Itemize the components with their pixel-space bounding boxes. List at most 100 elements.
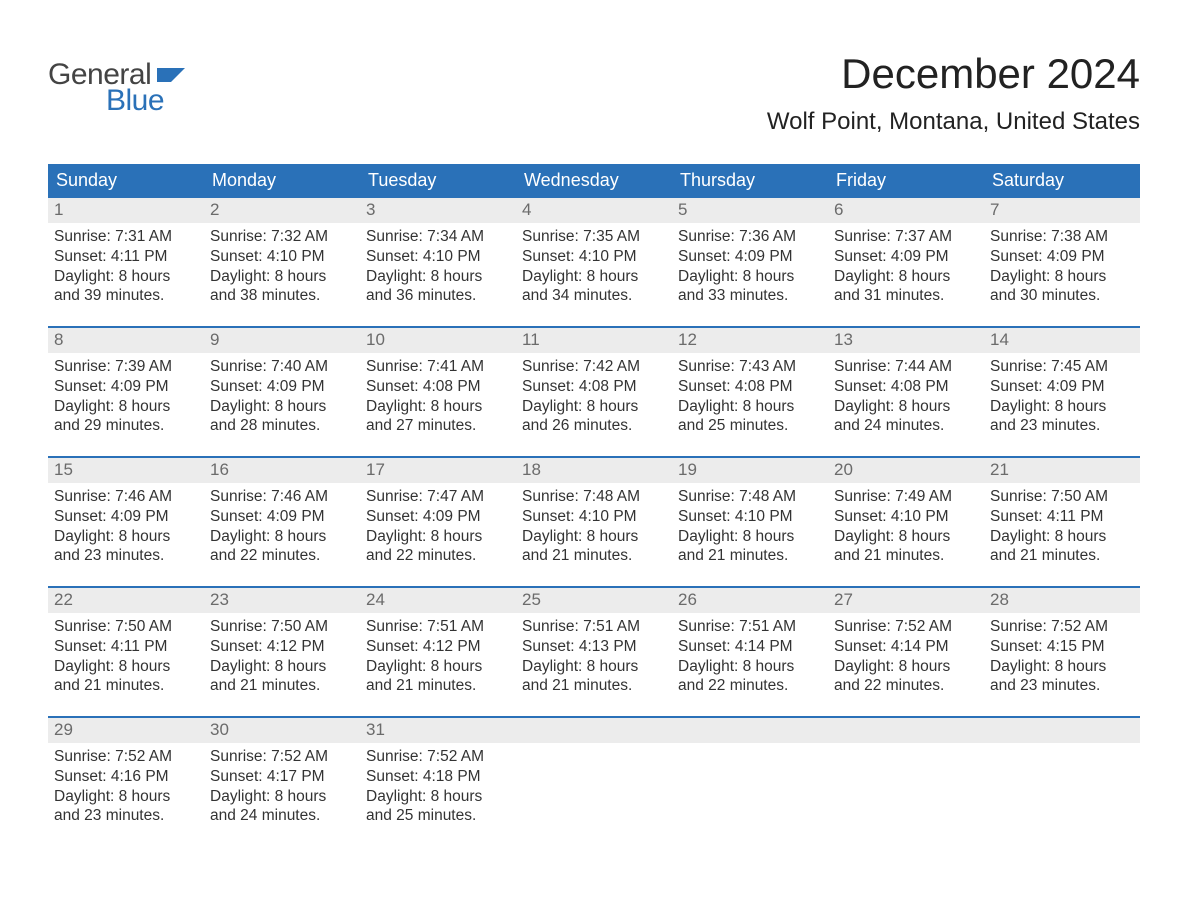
day-body: Sunrise: 7:37 AMSunset: 4:09 PMDaylight:… xyxy=(828,223,984,312)
day-body: Sunrise: 7:52 AMSunset: 4:14 PMDaylight:… xyxy=(828,613,984,702)
day-cell: 26Sunrise: 7:51 AMSunset: 4:14 PMDayligh… xyxy=(672,588,828,716)
sunrise-text: Sunrise: 7:36 AM xyxy=(678,227,822,247)
daylight-line1: Daylight: 8 hours xyxy=(210,267,354,287)
day-number: 4 xyxy=(522,200,531,219)
daylight-line1: Daylight: 8 hours xyxy=(990,527,1134,547)
day-number-row: 2 xyxy=(204,198,360,223)
day-body: Sunrise: 7:43 AMSunset: 4:08 PMDaylight:… xyxy=(672,353,828,442)
sunset-text: Sunset: 4:10 PM xyxy=(366,247,510,267)
day-number: 2 xyxy=(210,200,219,219)
daylight-line1: Daylight: 8 hours xyxy=(834,527,978,547)
daylight-line2: and 28 minutes. xyxy=(210,416,354,436)
day-cell: 2Sunrise: 7:32 AMSunset: 4:10 PMDaylight… xyxy=(204,198,360,326)
day-cell: 28Sunrise: 7:52 AMSunset: 4:15 PMDayligh… xyxy=(984,588,1140,716)
sunset-text: Sunset: 4:09 PM xyxy=(678,247,822,267)
day-body: Sunrise: 7:40 AMSunset: 4:09 PMDaylight:… xyxy=(204,353,360,442)
daylight-line1: Daylight: 8 hours xyxy=(366,787,510,807)
day-body: Sunrise: 7:41 AMSunset: 4:08 PMDaylight:… xyxy=(360,353,516,442)
day-number-row: 27 xyxy=(828,588,984,613)
sunset-text: Sunset: 4:09 PM xyxy=(54,377,198,397)
day-body: Sunrise: 7:36 AMSunset: 4:09 PMDaylight:… xyxy=(672,223,828,312)
day-number-row: 17 xyxy=(360,458,516,483)
day-cell: . xyxy=(828,718,984,846)
calendar: SundayMondayTuesdayWednesdayThursdayFrid… xyxy=(48,164,1140,846)
sunrise-text: Sunrise: 7:48 AM xyxy=(522,487,666,507)
day-number-row: 5 xyxy=(672,198,828,223)
sunset-text: Sunset: 4:12 PM xyxy=(210,637,354,657)
day-number: 8 xyxy=(54,330,63,349)
sunrise-text: Sunrise: 7:49 AM xyxy=(834,487,978,507)
daylight-line2: and 21 minutes. xyxy=(990,546,1134,566)
day-cell: 21 Sunrise: 7:50 AMSunset: 4:11 PMDayligh… xyxy=(984,458,1140,586)
day-cell: 19 Sunrise: 7:48 AMSunset: 4:10 PMDayligh… xyxy=(672,458,828,586)
daylight-line1: Daylight: 8 hours xyxy=(834,657,978,677)
daylight-line1: Daylight: 8 hours xyxy=(366,657,510,677)
daylight-line1: Daylight: 8 hours xyxy=(54,267,198,287)
daylight-line2: and 21 minutes. xyxy=(366,676,510,696)
day-body: Sunrise: 7:50 AMSunset: 4:11 PMDaylight:… xyxy=(984,483,1140,572)
day-body: Sunrise: 7:46 AMSunset: 4:09 PMDaylight:… xyxy=(204,483,360,572)
day-cell: 22Sunrise: 7:50 AMSunset: 4:11 PMDayligh… xyxy=(48,588,204,716)
day-body: Sunrise: 7:51 AMSunset: 4:12 PMDaylight:… xyxy=(360,613,516,702)
daylight-line2: and 24 minutes. xyxy=(834,416,978,436)
weekday-header: Friday xyxy=(828,164,984,198)
daylight-line1: Daylight: 8 hours xyxy=(54,527,198,547)
sunset-text: Sunset: 4:13 PM xyxy=(522,637,666,657)
daylight-line2: and 25 minutes. xyxy=(678,416,822,436)
daylight-line2: and 21 minutes. xyxy=(210,676,354,696)
daylight-line1: Daylight: 8 hours xyxy=(990,267,1134,287)
sunrise-text: Sunrise: 7:50 AM xyxy=(210,617,354,637)
daylight-line2: and 21 minutes. xyxy=(522,676,666,696)
daylight-line1: Daylight: 8 hours xyxy=(678,657,822,677)
sunrise-text: Sunrise: 7:32 AM xyxy=(210,227,354,247)
sunrise-text: Sunrise: 7:38 AM xyxy=(990,227,1134,247)
sunrise-text: Sunrise: 7:52 AM xyxy=(366,747,510,767)
day-number: 12 xyxy=(678,330,697,349)
day-cell: 6 Sunrise: 7:37 AMSunset: 4:09 PMDaylight… xyxy=(828,198,984,326)
day-cell: 15Sunrise: 7:46 AMSunset: 4:09 PMDayligh… xyxy=(48,458,204,586)
day-number: 6 xyxy=(834,200,843,219)
sunrise-text: Sunrise: 7:45 AM xyxy=(990,357,1134,377)
daylight-line2: and 21 minutes. xyxy=(522,546,666,566)
day-number: 31 xyxy=(366,720,385,739)
day-cell: 29Sunrise: 7:52 AMSunset: 4:16 PMDayligh… xyxy=(48,718,204,846)
daylight-line2: and 29 minutes. xyxy=(54,416,198,436)
day-number-row: . xyxy=(828,718,984,743)
sunrise-text: Sunrise: 7:52 AM xyxy=(834,617,978,637)
day-number: 21 xyxy=(990,460,1009,479)
day-body: Sunrise: 7:39 AMSunset: 4:09 PMDaylight:… xyxy=(48,353,204,442)
week-row: 8Sunrise: 7:39 AMSunset: 4:09 PMDaylight… xyxy=(48,326,1140,456)
daylight-line1: Daylight: 8 hours xyxy=(678,397,822,417)
day-number: 19 xyxy=(678,460,697,479)
day-number-row: 13 xyxy=(828,328,984,353)
sunrise-text: Sunrise: 7:39 AM xyxy=(54,357,198,377)
sunset-text: Sunset: 4:09 PM xyxy=(210,507,354,527)
day-number-row: 6 xyxy=(828,198,984,223)
day-body: Sunrise: 7:48 AMSunset: 4:10 PMDaylight:… xyxy=(672,483,828,572)
title-block: December 2024 Wolf Point, Montana, Unite… xyxy=(767,50,1140,136)
daylight-line2: and 33 minutes. xyxy=(678,286,822,306)
day-number-row: 22 xyxy=(48,588,204,613)
day-body: Sunrise: 7:50 AMSunset: 4:12 PMDaylight:… xyxy=(204,613,360,702)
day-number-row: 19 xyxy=(672,458,828,483)
weekday-header: Wednesday xyxy=(516,164,672,198)
day-number-row: 11 xyxy=(516,328,672,353)
week-row: 15Sunrise: 7:46 AMSunset: 4:09 PMDayligh… xyxy=(48,456,1140,586)
daylight-line2: and 23 minutes. xyxy=(990,416,1134,436)
daylight-line1: Daylight: 8 hours xyxy=(522,527,666,547)
daylight-line2: and 22 minutes. xyxy=(366,546,510,566)
day-number-row: 10 xyxy=(360,328,516,353)
day-cell: 7Sunrise: 7:38 AMSunset: 4:09 PMDaylight… xyxy=(984,198,1140,326)
daylight-line2: and 34 minutes. xyxy=(522,286,666,306)
day-body: Sunrise: 7:52 AMSunset: 4:16 PMDaylight:… xyxy=(48,743,204,832)
day-cell: 4Sunrise: 7:35 AMSunset: 4:10 PMDaylight… xyxy=(516,198,672,326)
sunset-text: Sunset: 4:11 PM xyxy=(54,247,198,267)
day-cell: 30Sunrise: 7:52 AMSunset: 4:17 PMDayligh… xyxy=(204,718,360,846)
daylight-line1: Daylight: 8 hours xyxy=(678,267,822,287)
sunrise-text: Sunrise: 7:52 AM xyxy=(990,617,1134,637)
day-number-row: 21 xyxy=(984,458,1140,483)
weekday-header: Thursday xyxy=(672,164,828,198)
day-body: Sunrise: 7:42 AMSunset: 4:08 PMDaylight:… xyxy=(516,353,672,442)
location: Wolf Point, Montana, United States xyxy=(767,108,1140,136)
daylight-line2: and 26 minutes. xyxy=(522,416,666,436)
